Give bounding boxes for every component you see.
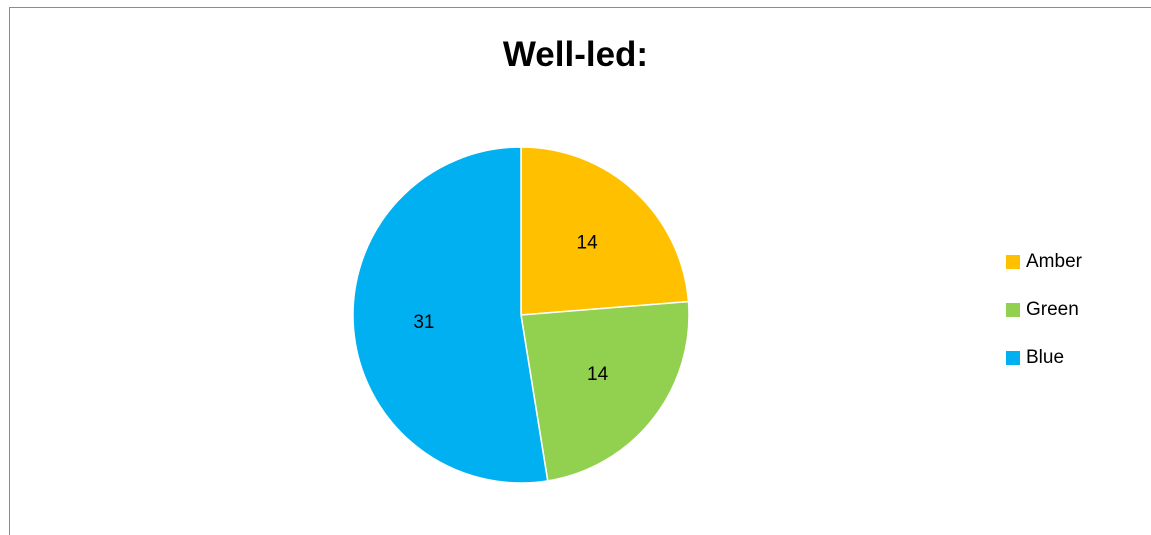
legend-label-amber: Amber [1026,251,1082,272]
legend-swatch-green [1006,303,1020,317]
pie-slices [352,146,690,484]
pie-data-labels: 14 14 31 [413,232,608,385]
pie-slice-green [520,300,690,482]
legend-item-amber: Amber [1006,250,1082,274]
data-label-amber: 14 [577,232,599,253]
legend-label-green: Green [1026,299,1079,320]
legend-swatch-amber [1006,255,1020,269]
pie-slice-amber [520,146,690,316]
chart-title: Well-led: [502,35,649,74]
pie-slice-blue [352,146,549,484]
data-label-green: 14 [587,364,609,385]
legend-item-green: Green [1006,298,1082,322]
legend-label-blue: Blue [1026,347,1065,368]
legend-item-blue: Blue [1006,346,1082,370]
legend: Amber Green Blue [1006,250,1082,394]
legend-swatch-blue [1006,351,1020,365]
data-label-blue: 31 [413,312,434,333]
